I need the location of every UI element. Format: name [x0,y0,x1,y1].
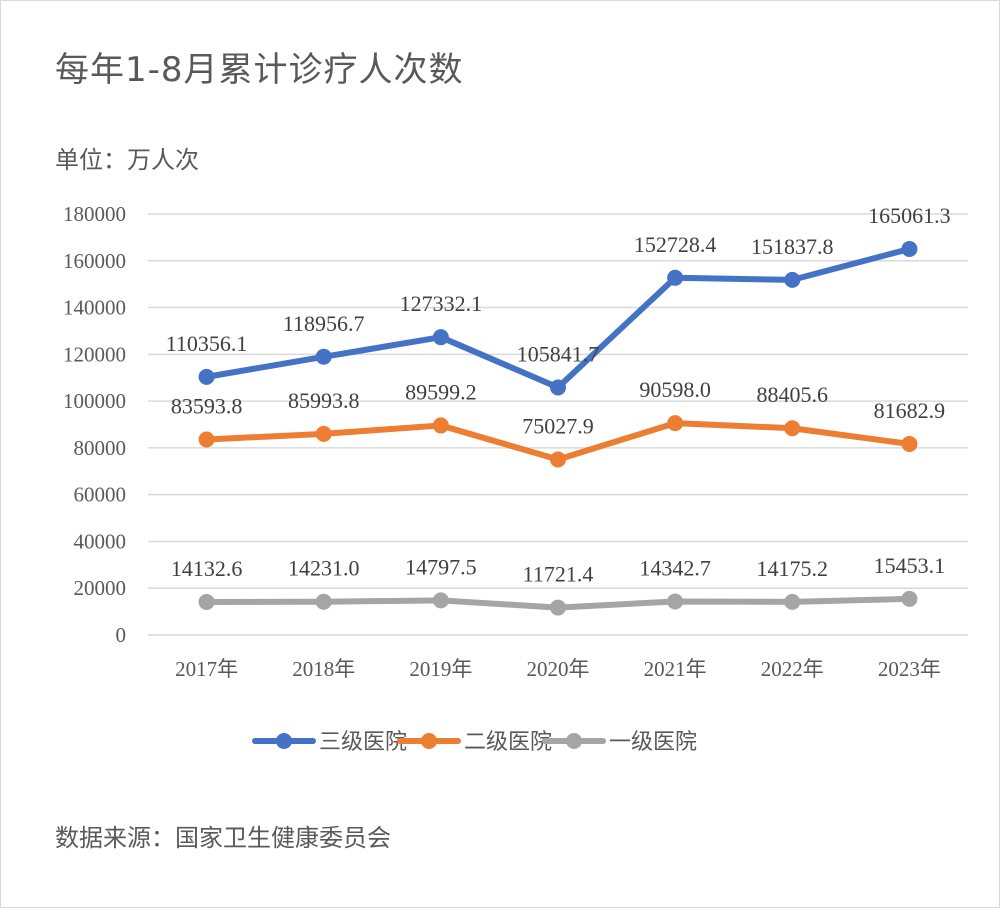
x-tick-label: 2020年 [527,657,590,681]
legend-label: 三级医院 [319,730,407,755]
y-tick-label: 40000 [74,529,127,553]
data-label: 90598.0 [639,377,711,402]
data-label: 105841.7 [517,341,600,366]
data-label: 14132.6 [171,556,243,581]
x-tick-label: 2017年 [175,657,238,681]
data-label: 118956.7 [283,311,365,336]
data-label: 127332.1 [400,291,483,316]
data-label: 110356.1 [166,331,248,356]
data-label: 15453.1 [874,553,946,578]
data-point [550,599,566,616]
x-tick-label: 2022年 [761,657,824,681]
y-tick-label: 80000 [74,436,127,460]
data-point [667,415,684,432]
y-tick-label: 100000 [63,389,126,413]
data-point [550,379,566,396]
data-point [315,425,332,442]
data-point [198,593,215,610]
data-point [315,348,332,365]
y-tick-label: 160000 [63,249,126,273]
data-point [432,592,449,609]
data-point [901,590,918,607]
data-point [198,431,215,448]
x-tick-label: 2019年 [409,657,472,681]
legend-marker [421,733,437,749]
y-tick-label: 140000 [63,296,126,320]
data-point [550,451,566,468]
y-tick-label: 20000 [74,576,127,600]
data-label: 151837.8 [751,234,834,259]
data-point [198,368,215,385]
x-tick-label: 2018年 [292,657,355,681]
legend-label: 二级医院 [464,730,552,755]
data-label: 14231.0 [288,556,360,581]
data-point [901,240,918,257]
data-label: 88405.6 [757,382,829,407]
x-tick-label: 2023年 [878,657,941,681]
data-label: 83593.8 [171,393,243,418]
data-label: 89599.2 [405,379,477,404]
source-note: 数据来源：国家卫生健康委员会 [55,824,391,852]
data-label: 85993.8 [288,388,360,413]
legend-label: 一级医院 [609,730,697,755]
legend-marker [276,733,292,749]
data-point [784,420,801,437]
data-point [784,593,801,610]
data-label: 14175.2 [757,556,829,581]
y-tick-label: 60000 [74,483,127,507]
y-tick-label: 180000 [63,202,126,226]
data-label: 165061.3 [868,203,951,228]
data-point [667,593,684,610]
data-point [432,329,449,346]
data-label: 75027.9 [522,414,594,439]
y-tick-label: 0 [116,623,127,647]
unit-label: 单位：万人次 [55,146,199,174]
chart-title: 每年1-8月累计诊疗人次数 [55,50,464,90]
y-tick-label: 120000 [63,342,126,366]
data-label: 14342.7 [639,555,711,580]
data-label: 152728.4 [634,232,717,257]
data-label: 81682.9 [874,398,946,423]
data-point [315,593,332,610]
data-label: 11721.4 [523,562,594,587]
data-label: 14797.5 [405,554,477,579]
data-point [901,435,918,452]
x-tick-label: 2021年 [644,657,707,681]
data-point [784,271,801,288]
data-point [667,269,684,286]
legend-marker [566,733,582,749]
data-point [432,417,449,434]
